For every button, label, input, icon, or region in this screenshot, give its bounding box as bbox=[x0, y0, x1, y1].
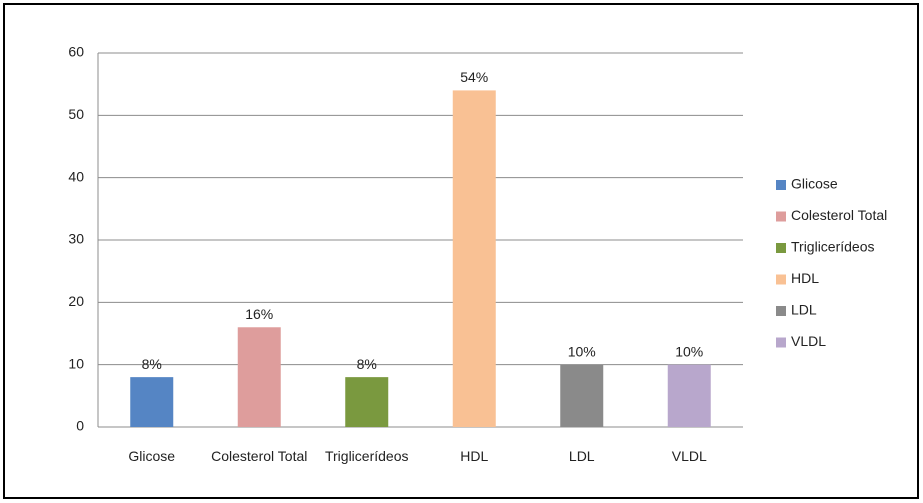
legend-swatch bbox=[776, 211, 786, 222]
bar bbox=[345, 377, 389, 427]
legend-label: VLDL bbox=[791, 333, 826, 349]
legend-label: HDL bbox=[791, 270, 819, 286]
bar bbox=[452, 90, 496, 428]
y-tick-label: 0 bbox=[76, 418, 84, 434]
y-tick-label: 60 bbox=[68, 44, 84, 60]
value-label: 54% bbox=[460, 69, 488, 85]
y-tick-label: 20 bbox=[68, 293, 84, 309]
x-tick-label: VLDL bbox=[671, 448, 707, 464]
legend-label: LDL bbox=[791, 302, 817, 318]
value-label: 10% bbox=[568, 343, 596, 359]
x-tick-label: LDL bbox=[568, 448, 595, 464]
x-tick-label: Triglicerídeos bbox=[324, 448, 409, 464]
legend-label: Triglicerídeos bbox=[791, 239, 875, 255]
value-label: 16% bbox=[245, 306, 273, 322]
x-tick-label: HDL bbox=[460, 448, 489, 464]
legend-swatch bbox=[776, 180, 786, 190]
y-tick-label: 40 bbox=[68, 168, 84, 184]
legend-label: Glicose bbox=[791, 176, 838, 192]
legend-swatch bbox=[776, 274, 786, 285]
bar bbox=[237, 327, 281, 427]
bar bbox=[667, 364, 711, 427]
value-label: 8% bbox=[357, 356, 377, 372]
value-label: 8% bbox=[142, 356, 162, 372]
x-tick-label: Glicose bbox=[128, 448, 176, 464]
value-label: 10% bbox=[675, 343, 703, 359]
bar bbox=[560, 364, 604, 427]
y-tick-label: 50 bbox=[68, 106, 84, 122]
legend-swatch bbox=[776, 243, 786, 253]
y-tick-label: 30 bbox=[68, 231, 84, 247]
bar bbox=[130, 377, 174, 427]
legend-label: Colesterol Total bbox=[791, 207, 887, 223]
legend-swatch bbox=[776, 337, 786, 348]
y-tick-label: 10 bbox=[68, 355, 84, 371]
legend-swatch bbox=[776, 306, 786, 316]
x-tick-label: Colesterol Total bbox=[211, 448, 308, 464]
